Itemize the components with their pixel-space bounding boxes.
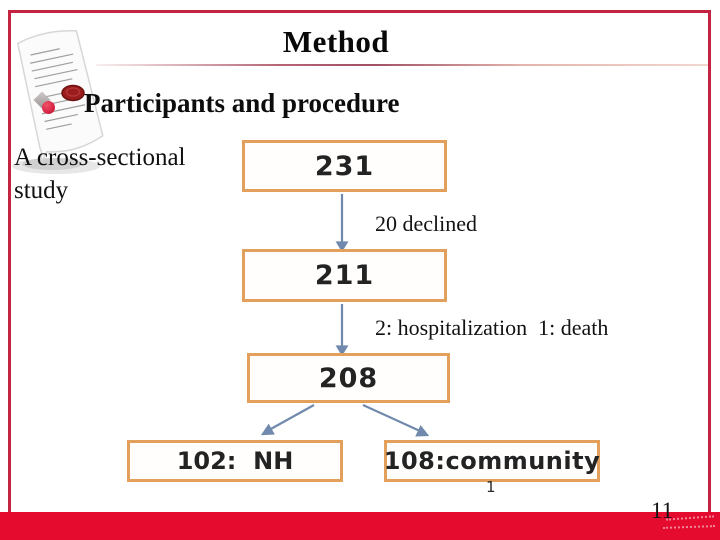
flowchart-box-final: 208	[247, 353, 450, 403]
note-declined: 20 declined	[375, 211, 478, 236]
flowchart-box-nursing-home-label: 102: NH	[176, 447, 294, 475]
frame-border-top	[8, 10, 711, 13]
frame-border-left	[8, 10, 11, 512]
slide-title: Method	[282, 24, 390, 59]
flowchart-box-total: 231	[242, 140, 447, 192]
flowchart-box-final-label: 208	[318, 362, 379, 394]
study-description: A cross-sectional study	[14, 144, 186, 204]
flowchart-box-total-label: 231	[314, 150, 375, 182]
note-below-community: 1	[486, 478, 496, 496]
flowchart-box-community: 108:community	[384, 440, 600, 482]
frame-border-right	[708, 10, 711, 512]
section-heading: Participants and procedure	[84, 88, 400, 118]
title-underline	[96, 64, 708, 66]
footer-bar	[0, 512, 720, 540]
flowchart-box-after-declined: 211	[242, 249, 447, 302]
flowchart-box-after-declined-label: 211	[314, 260, 375, 291]
page-number: 11	[651, 498, 674, 523]
flowchart-box-community-label: 108:community	[383, 447, 601, 475]
flowchart-box-nursing-home: 102: NH	[127, 440, 343, 482]
note-excluded: 2: hospitalization 1: death	[375, 315, 609, 340]
bullet-circle-icon	[42, 101, 55, 114]
